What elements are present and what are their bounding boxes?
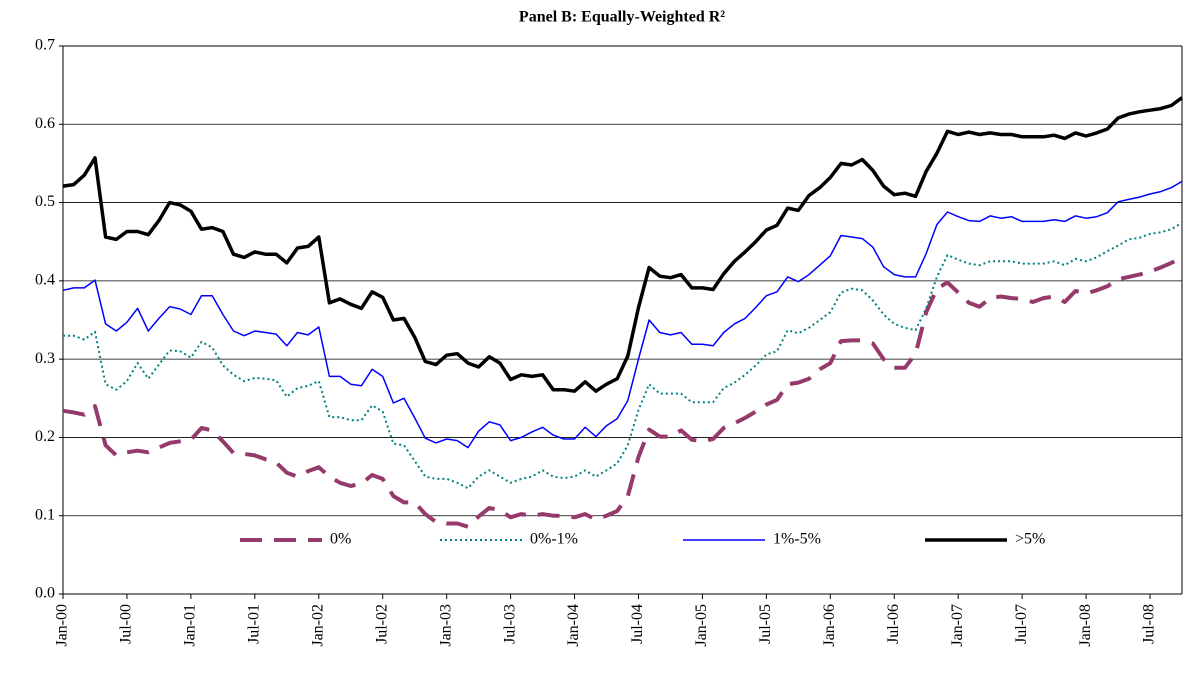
x-tick-label: Jul-08	[1141, 604, 1158, 644]
x-tick-label: Jan-08	[1077, 604, 1094, 647]
x-tick-label: Jan-07	[949, 604, 966, 647]
y-tick-label: 0.6	[35, 115, 55, 132]
x-tick-label: Jul-06	[885, 604, 902, 644]
series-line	[62, 255, 1183, 529]
x-tick-label: Jan-02	[309, 604, 326, 647]
y-tick-label: 0.0	[35, 585, 55, 602]
series-line	[62, 180, 1183, 449]
y-tick-label: 0.4	[35, 272, 55, 289]
y-tick-label: 0.1	[35, 506, 55, 523]
x-tick-label: Jul-02	[373, 604, 390, 644]
x-tick-label: Jan-06	[821, 604, 838, 647]
x-tick-label: Jul-05	[757, 604, 774, 644]
y-tick-label: 0.3	[35, 350, 55, 367]
y-tick-label: 0.7	[35, 37, 55, 54]
x-tick-label: Jan-03	[437, 604, 454, 647]
y-tick-label: 0.2	[35, 428, 55, 445]
series-line	[63, 222, 1183, 490]
x-tick-label: Jan-00	[54, 604, 71, 647]
x-tick-label: Jan-04	[565, 604, 582, 647]
legend-label: 1%-5%	[773, 531, 821, 548]
legend-label: >5%	[1015, 531, 1045, 548]
x-tick-label: Jul-01	[246, 604, 263, 644]
legend-label: 0%-1%	[530, 531, 578, 548]
x-tick-label: Jan-05	[693, 604, 710, 647]
x-tick-label: Jul-00	[118, 604, 135, 644]
legend-label: 0%	[330, 531, 351, 548]
x-tick-label: Jul-03	[501, 604, 518, 644]
y-tick-label: 0.5	[35, 193, 55, 210]
x-tick-label: Jul-04	[629, 604, 646, 644]
x-tick-label: Jul-07	[1013, 604, 1030, 644]
chart-title: Panel B: Equally-Weighted R²	[519, 9, 725, 26]
x-tick-label: Jan-01	[182, 604, 199, 647]
series-line	[62, 96, 1184, 393]
